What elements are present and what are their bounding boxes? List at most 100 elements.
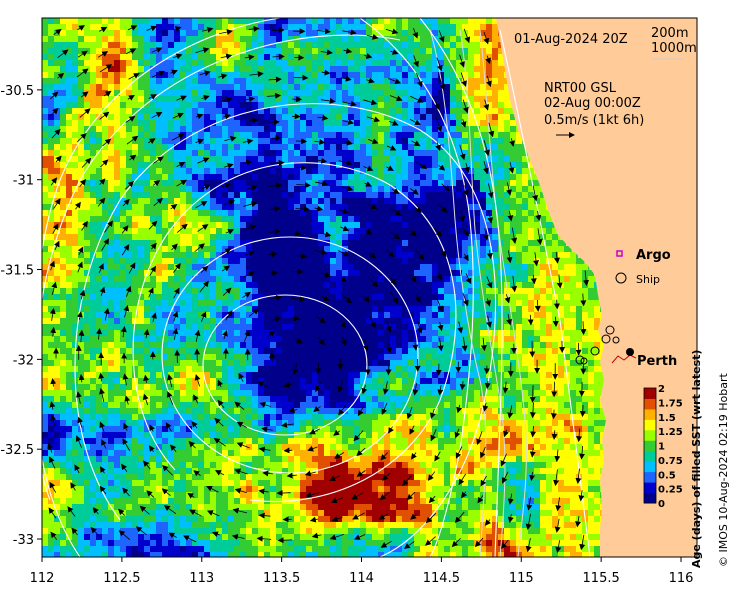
sst-cell bbox=[462, 240, 469, 247]
sst-cell bbox=[240, 300, 247, 307]
sst-cell bbox=[510, 156, 517, 163]
sst-cell bbox=[474, 180, 481, 187]
sst-cell bbox=[396, 330, 403, 337]
sst-cell bbox=[342, 330, 349, 337]
sst-cell bbox=[192, 222, 199, 229]
sst-cell bbox=[264, 324, 271, 331]
sst-cell bbox=[132, 240, 139, 247]
sst-cell bbox=[312, 156, 319, 163]
sst-cell bbox=[78, 36, 85, 43]
sst-cell bbox=[528, 300, 535, 307]
sst-cell bbox=[498, 144, 505, 151]
sst-cell bbox=[78, 360, 85, 367]
sst-cell bbox=[96, 132, 103, 139]
sst-cell bbox=[222, 156, 229, 163]
sst-cell bbox=[210, 48, 217, 55]
sst-cell bbox=[48, 270, 55, 277]
sst-cell bbox=[468, 36, 475, 43]
sst-cell bbox=[270, 210, 277, 217]
sst-cell bbox=[162, 24, 169, 31]
sst-cell bbox=[48, 312, 55, 319]
sst-cell bbox=[348, 342, 355, 349]
sst-cell bbox=[330, 72, 337, 79]
sst-cell bbox=[306, 360, 313, 367]
sst-cell bbox=[156, 252, 163, 259]
sst-cell bbox=[426, 78, 433, 85]
sst-cell bbox=[66, 162, 73, 169]
sst-cell bbox=[162, 78, 169, 85]
sst-cell bbox=[216, 234, 223, 241]
sst-cell bbox=[444, 96, 451, 103]
sst-cell bbox=[90, 132, 97, 139]
sst-cell bbox=[132, 180, 139, 187]
sst-cell bbox=[198, 120, 205, 127]
sst-cell bbox=[396, 102, 403, 109]
sst-cell bbox=[384, 318, 391, 325]
sst-cell bbox=[198, 366, 205, 373]
sst-cell bbox=[390, 300, 397, 307]
sst-cell bbox=[444, 48, 451, 55]
sst-cell bbox=[396, 174, 403, 181]
sst-cell bbox=[474, 330, 481, 337]
sst-cell bbox=[90, 36, 97, 43]
sst-cell bbox=[450, 72, 457, 79]
sst-cell bbox=[348, 18, 355, 25]
sst-cell bbox=[390, 294, 397, 301]
sst-cell bbox=[540, 336, 547, 343]
sst-cell bbox=[210, 306, 217, 313]
sst-cell bbox=[108, 342, 115, 349]
sst-cell bbox=[480, 198, 487, 205]
sst-cell bbox=[336, 300, 343, 307]
sst-cell bbox=[192, 48, 199, 55]
sst-cell bbox=[150, 258, 157, 265]
sst-cell bbox=[216, 318, 223, 325]
sst-cell bbox=[504, 330, 511, 337]
sst-cell bbox=[180, 96, 187, 103]
sst-cell bbox=[534, 240, 541, 247]
sst-cell bbox=[396, 54, 403, 61]
sst-cell bbox=[486, 66, 493, 73]
sst-cell bbox=[222, 318, 229, 325]
sst-cell bbox=[384, 342, 391, 349]
sst-cell bbox=[186, 222, 193, 229]
sst-cell bbox=[534, 180, 540, 187]
sst-cell bbox=[462, 342, 469, 349]
sst-cell bbox=[510, 360, 517, 367]
sst-cell bbox=[42, 240, 49, 247]
sst-cell bbox=[180, 366, 187, 373]
sst-cell bbox=[66, 42, 73, 49]
sst-cell bbox=[84, 318, 91, 325]
sst-cell bbox=[306, 330, 313, 337]
sst-cell bbox=[216, 306, 223, 313]
sst-cell bbox=[522, 300, 529, 307]
sst-cell bbox=[396, 30, 403, 37]
sst-cell bbox=[204, 306, 211, 313]
sst-cell bbox=[120, 348, 127, 355]
sst-cell bbox=[414, 234, 421, 241]
sst-cell bbox=[318, 354, 325, 361]
sst-cell bbox=[600, 312, 603, 319]
sst-cell bbox=[288, 42, 295, 49]
sst-cell bbox=[282, 180, 289, 187]
sst-cell bbox=[54, 216, 61, 223]
sst-cell bbox=[138, 120, 145, 127]
sst-cell bbox=[390, 306, 397, 313]
sst-cell bbox=[210, 342, 217, 349]
sst-cell bbox=[228, 156, 235, 163]
sst-cell bbox=[216, 282, 223, 289]
sst-cell bbox=[276, 96, 283, 103]
sst-cell bbox=[288, 228, 295, 235]
sst-cell bbox=[444, 240, 451, 247]
sst-cell bbox=[462, 132, 469, 139]
sst-cell bbox=[432, 60, 439, 67]
sst-cell bbox=[234, 180, 241, 187]
sst-cell bbox=[288, 66, 295, 73]
sst-cell bbox=[456, 36, 463, 43]
sst-cell bbox=[522, 330, 529, 337]
sst-cell bbox=[348, 270, 355, 277]
sst-cell bbox=[402, 36, 409, 43]
sst-cell bbox=[132, 126, 139, 133]
sst-cell bbox=[234, 276, 241, 283]
sst-cell bbox=[576, 360, 583, 367]
sst-cell bbox=[42, 330, 49, 337]
